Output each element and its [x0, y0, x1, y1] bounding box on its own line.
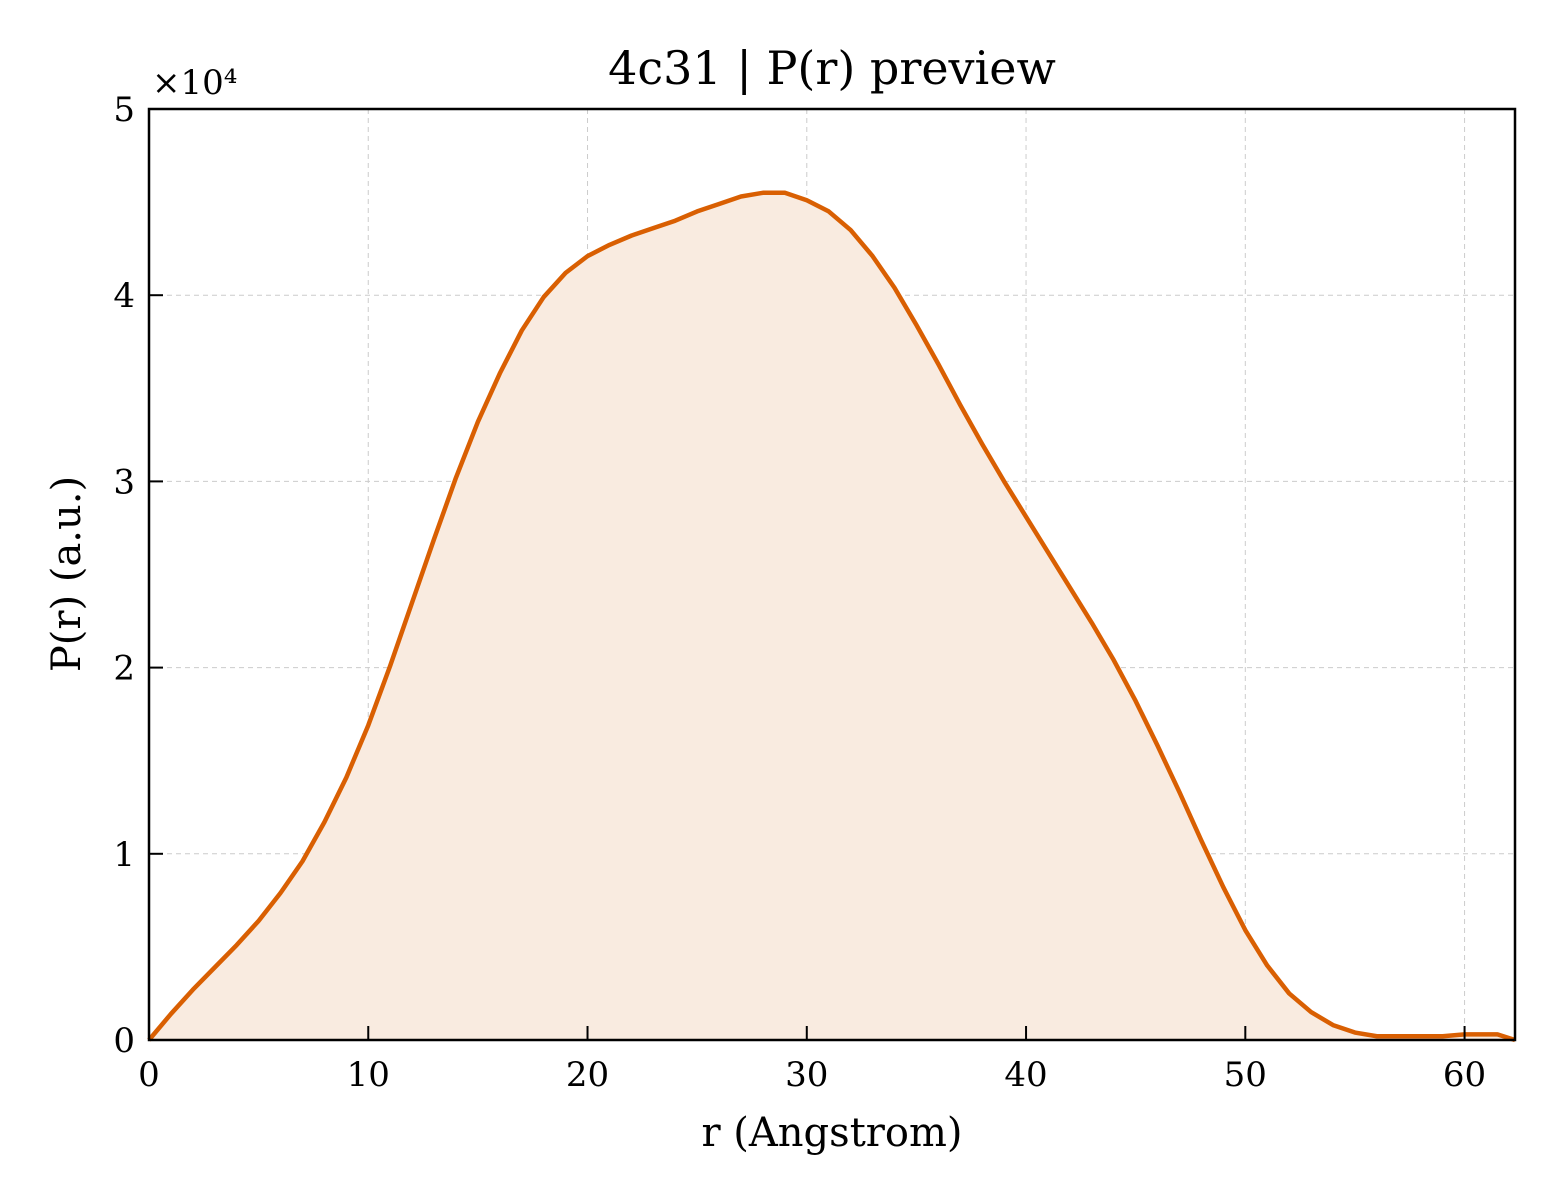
y-tick-label: 3 [113, 462, 135, 502]
chart-title: 4c31 | P(r) preview [608, 41, 1056, 95]
y-tick-label: 5 [113, 90, 135, 130]
plot-frame [147, 107, 1517, 1042]
x-tick-label: 30 [785, 1055, 828, 1095]
y-tick-label: 2 [113, 649, 135, 689]
x-tick-label: 50 [1224, 1055, 1267, 1095]
y-tick-label: 0 [113, 1021, 135, 1061]
x-tick-label: 60 [1443, 1055, 1486, 1095]
y-tick-label: 4 [113, 276, 135, 316]
x-tick-label: 0 [138, 1055, 160, 1095]
y-axis-label: P(r) (a.u.) [44, 476, 90, 672]
y-multiplier-label: ×10⁴ [152, 63, 237, 103]
axis-ticks: 0 10 20 30 40 50 60 0 1 2 3 4 5 [113, 90, 1486, 1095]
x-tick-label: 20 [566, 1055, 609, 1095]
x-axis-label: r (Angstrom) [701, 1110, 962, 1156]
x-tick-label: 40 [1004, 1055, 1047, 1095]
data-line [147, 190, 1516, 1043]
area-fill [149, 192, 1515, 1041]
x-tick-label: 10 [347, 1055, 390, 1095]
y-tick-label: 1 [113, 835, 135, 875]
